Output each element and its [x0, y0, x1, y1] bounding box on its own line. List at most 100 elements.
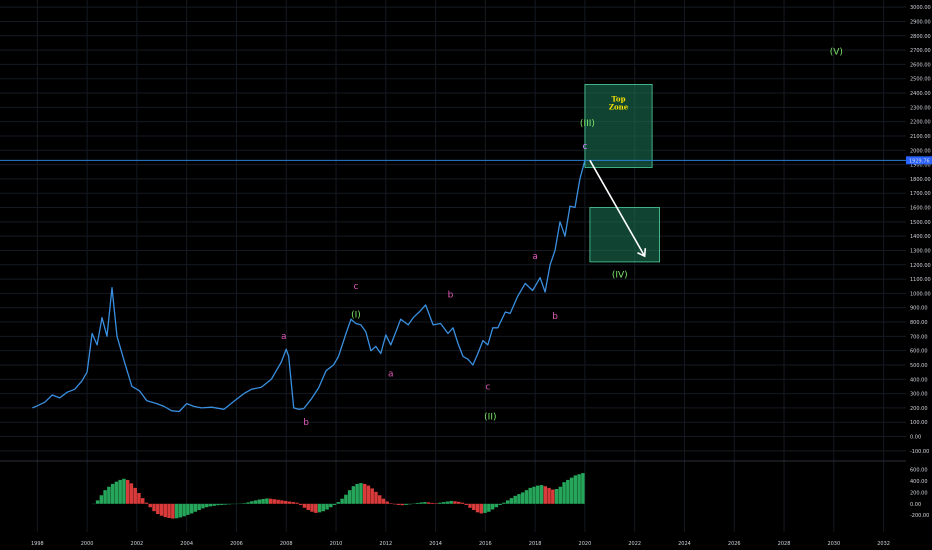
histogram-bar	[532, 486, 536, 504]
histogram-bar	[472, 503, 476, 511]
x-tick-label: 2002	[131, 541, 144, 547]
x-tick-label: 2006	[230, 541, 243, 547]
y-tick-label: 1600.00	[910, 206, 931, 212]
histogram-bar	[562, 482, 566, 504]
wave-label: (III)	[580, 119, 595, 129]
x-tick-label: 2014	[429, 541, 442, 547]
histogram-bar	[272, 499, 277, 504]
histogram-bar	[551, 489, 555, 504]
x-tick-label: 2000	[81, 541, 94, 547]
histogram-bar	[246, 502, 250, 504]
y-tick-label: 400.00	[910, 377, 928, 383]
x-tick-label: 2028	[778, 541, 791, 547]
histogram-bar	[125, 479, 130, 504]
histogram-bar	[122, 478, 126, 504]
histogram-bar	[581, 473, 585, 504]
histogram-bar	[483, 503, 487, 513]
oscillator-axis[interactable]: 600.00 400.00 200.00 0.00 -200.00	[910, 468, 929, 519]
histogram-bar	[464, 503, 468, 505]
wave-label: (IV)	[612, 271, 628, 281]
histogram-bar	[434, 503, 438, 504]
histogram-bar	[524, 490, 529, 504]
histogram-bar	[283, 500, 288, 504]
histogram-bar	[223, 503, 228, 505]
histogram-bar	[355, 483, 359, 504]
time-axis[interactable]: 1998 2000 2002 2004 2006 2008 2010 2012 2014 2016…	[31, 541, 890, 547]
histogram-bar	[299, 503, 303, 505]
histogram-bar	[438, 502, 442, 504]
histogram-bar	[197, 503, 201, 511]
last-price-value: 1929.76	[909, 158, 930, 164]
osc-y-tick-label: 400.00	[910, 479, 928, 485]
histogram-bar	[110, 483, 115, 504]
histogram-bar	[321, 503, 326, 512]
osc-y-tick-label: -200.00	[910, 513, 929, 519]
histogram-bar	[543, 486, 547, 504]
y-tick-label: 2600.00	[910, 62, 931, 68]
histogram-bar	[505, 500, 510, 504]
histogram-bar	[347, 490, 352, 504]
histogram-bar	[261, 498, 265, 504]
histogram-bar	[174, 503, 179, 519]
histogram-bar	[378, 495, 382, 504]
histogram-bar	[329, 503, 333, 508]
histogram-bar	[513, 495, 517, 504]
histogram-bar	[475, 503, 480, 513]
y-tick-label: 0.00	[910, 435, 921, 441]
histogram-bar	[554, 489, 559, 504]
histogram-bar	[148, 503, 152, 508]
histogram-bar	[487, 503, 491, 512]
wave-label: a	[388, 369, 394, 379]
histogram-bar	[133, 487, 137, 504]
arrow-head	[637, 248, 647, 258]
histogram-bar	[449, 500, 453, 504]
y-tick-label: 1200.00	[910, 263, 931, 269]
zones-layer: Top Zone	[584, 84, 660, 263]
y-tick-label: 2500.00	[910, 77, 931, 83]
histogram-bar	[408, 503, 412, 505]
histogram-bar	[253, 500, 258, 504]
x-tick-label: 2022	[628, 541, 641, 547]
y-tick-label: 2300.00	[910, 105, 931, 111]
histogram-bar	[189, 503, 194, 514]
histogram-bar	[468, 503, 472, 508]
y-tick-label: 900.00	[910, 306, 928, 312]
histogram-bar	[137, 493, 141, 504]
price-axis[interactable]: 3000.00 2900.00 2800.00 2700.00 2600.00 2500.…	[910, 5, 931, 455]
histogram-bar	[389, 503, 393, 504]
x-tick-label: 2020	[579, 541, 592, 547]
histogram-bar	[426, 502, 431, 504]
histogram-bar	[227, 503, 231, 505]
histogram-bar	[520, 492, 525, 504]
x-tick-label: 2004	[180, 541, 193, 547]
histogram-bar	[423, 502, 427, 504]
histogram-bar	[257, 499, 262, 504]
histogram-bar	[265, 498, 269, 504]
histogram-bar	[306, 503, 310, 511]
histogram-bar	[291, 502, 295, 504]
histogram-bar	[344, 494, 348, 504]
histogram-bar	[95, 500, 100, 504]
x-tick-label: 2032	[877, 541, 890, 547]
histogram-bar	[453, 501, 457, 504]
histogram-bar	[400, 503, 405, 506]
histogram-bar	[163, 503, 168, 518]
histogram-bar	[287, 501, 292, 504]
histogram-bar	[498, 503, 502, 505]
histogram-bar	[129, 483, 134, 504]
histogram-bar	[457, 501, 461, 504]
histogram-bar	[460, 502, 465, 504]
histogram-bar	[393, 503, 397, 505]
osc-y-tick-label: 600.00	[910, 468, 928, 474]
histogram-bar	[114, 481, 119, 504]
top-zone-title: Top Zone	[609, 94, 629, 111]
y-tick-label: 600.00	[910, 349, 928, 355]
oscillator-histogram	[92, 473, 585, 519]
histogram-bar	[141, 498, 145, 504]
histogram-bar	[118, 479, 122, 504]
histogram-bar	[502, 502, 506, 504]
y-tick-label: 1900.00	[910, 163, 931, 169]
wave-labels: a b c (I) a b c (II) a b (III) c (IV) (V)	[281, 47, 843, 428]
